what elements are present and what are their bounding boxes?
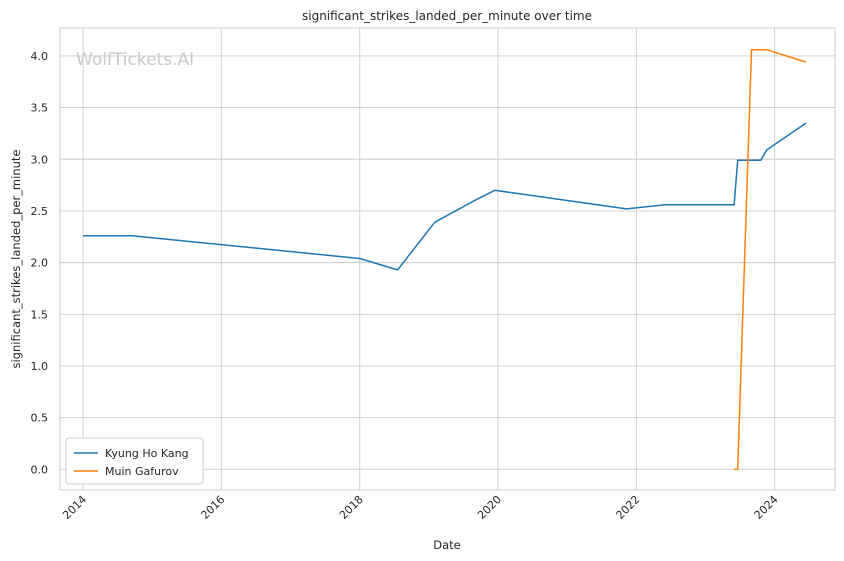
y-tick-label: 1.0 [31, 360, 49, 373]
y-tick-label: 1.5 [31, 308, 49, 321]
x-tick-label: 2022 [614, 493, 643, 522]
y-tick-label: 0.5 [31, 412, 49, 425]
y-tick-label: 3.0 [31, 153, 49, 166]
grid [60, 28, 835, 490]
legend-box [65, 437, 204, 485]
watermark: WolfTickets.AI [76, 50, 194, 70]
series-group [83, 48, 807, 471]
x-tick-label: 2020 [475, 493, 504, 522]
y-tick-label: 2.5 [31, 205, 49, 218]
y-tick-label: 2.0 [31, 257, 49, 270]
y-tick-labels: 0.0 0.5 1.0 1.5 2.0 2.5 3.0 3.5 4.0 [31, 50, 49, 476]
x-tick-labels: 2014 2016 2018 2020 2022 2024 [60, 493, 780, 522]
y-tick-label: 0.0 [31, 463, 49, 476]
x-tick-label: 2024 [752, 493, 781, 522]
plot-area [59, 27, 836, 491]
y-axis-label: significant_strikes_landed_per_minute [9, 150, 23, 369]
series-line-muin-gafurov [734, 48, 807, 471]
legend: Kyung Ho Kang Muin Gafurov [65, 437, 204, 485]
x-axis-label: Date [433, 538, 461, 552]
legend-label-kyung-ho-kang: Kyung Ho Kang [105, 447, 189, 460]
legend-label-muin-gafurov: Muin Gafurov [105, 465, 179, 478]
y-tick-label: 4.0 [31, 50, 49, 63]
chart-title: significant_strikes_landed_per_minute ov… [302, 9, 592, 23]
y-tick-label: 3.5 [31, 102, 49, 115]
x-tick-label: 2014 [60, 493, 89, 522]
x-tick-label: 2018 [337, 493, 366, 522]
x-tick-label: 2016 [198, 493, 227, 522]
series-line-kyung-ho-kang [83, 122, 807, 271]
